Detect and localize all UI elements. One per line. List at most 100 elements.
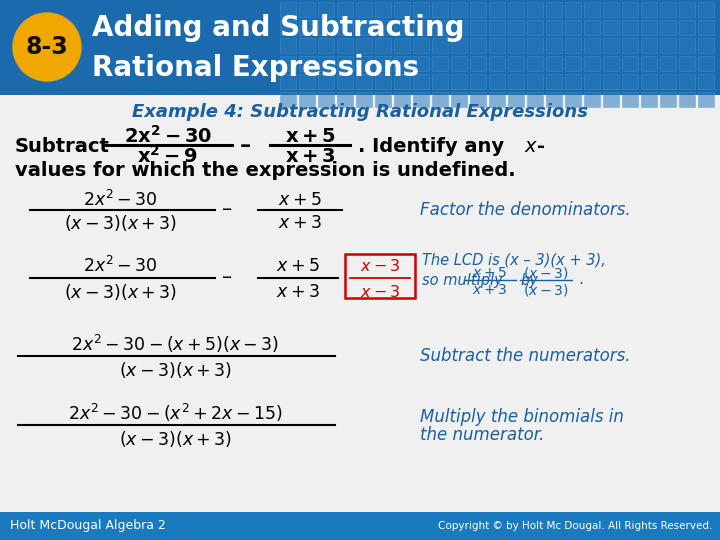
Text: $(x - 3)$: $(x - 3)$ [523,265,569,281]
Bar [641,56,657,71]
Bar [394,2,410,17]
Text: the numerator.: the numerator. [420,426,544,444]
Bar [299,20,315,35]
Text: 8-3: 8-3 [26,35,68,59]
Bar [508,74,524,89]
Bar [375,20,391,35]
Bar [356,92,372,107]
Bar [470,56,486,71]
Bar [280,2,296,17]
FancyBboxPatch shape [345,254,415,298]
Bar [432,92,448,107]
Bar [318,92,334,107]
Bar [413,56,429,71]
Bar [299,74,315,89]
Bar [356,2,372,17]
Bar [660,74,676,89]
Bar [660,56,676,71]
Bar [622,74,638,89]
Bar [394,56,410,71]
Bar [603,2,619,17]
Bar [622,56,638,71]
Bar [660,92,676,107]
Bar [584,92,600,107]
Text: $x + 5$: $x + 5$ [276,257,320,275]
Text: $\mathbf{2x^2 - 30}$: $\mathbf{2x^2 - 30}$ [124,125,212,147]
Bar [432,20,448,35]
Bar [413,74,429,89]
Bar [470,20,486,35]
Bar [375,92,391,107]
Bar [299,56,315,71]
Text: $2x^2 - 30$: $2x^2 - 30$ [83,190,158,210]
Bar [508,92,524,107]
Bar [679,92,695,107]
Text: $x + 3$: $x + 3$ [278,214,322,232]
Bar [565,92,581,107]
Bar [584,20,600,35]
Bar [603,92,619,107]
Text: $\it{x}$-: $\it{x}$- [524,137,545,156]
Bar [679,2,695,17]
Bar [299,38,315,53]
Text: by: by [520,273,538,287]
Bar [698,56,714,71]
Bar [432,74,448,89]
Bar [337,38,353,53]
Text: $2x^2 - 30$: $2x^2 - 30$ [83,256,158,276]
Bar [489,20,505,35]
Bar [698,20,714,35]
Bar [698,74,714,89]
Text: $(x - 3)(x + 3)$: $(x - 3)(x + 3)$ [63,282,176,302]
Bar [660,38,676,53]
Text: The LCD is (x – 3)(x + 3),: The LCD is (x – 3)(x + 3), [422,253,606,267]
Text: $(x - 3)(x + 3)$: $(x - 3)(x + 3)$ [63,213,176,233]
Bar [698,92,714,107]
Bar [470,74,486,89]
Bar [0,512,720,540]
Text: $2x^2 - 30 - (x + 5)(x - 3)$: $2x^2 - 30 - (x + 5)(x - 3)$ [71,333,279,355]
Text: $x + 3$: $x + 3$ [276,283,320,301]
Text: .: . [578,273,583,287]
Circle shape [13,13,81,81]
Text: $x + 3$: $x + 3$ [472,283,508,297]
Bar [337,56,353,71]
Bar [299,2,315,17]
Bar [337,2,353,17]
Bar [489,2,505,17]
Text: $2x^2 - 30 - (x^2 + 2x - 15)$: $2x^2 - 30 - (x^2 + 2x - 15)$ [68,402,282,424]
Text: Factor the denominators.: Factor the denominators. [420,201,631,219]
Bar [280,92,296,107]
Bar [394,38,410,53]
Bar [679,38,695,53]
Bar [337,20,353,35]
Bar [375,38,391,53]
Bar [641,74,657,89]
Text: –: – [222,200,232,219]
Bar [451,20,467,35]
Bar [546,92,562,107]
Bar [394,74,410,89]
Text: $\mathbf{x^2 - 9}$: $\mathbf{x^2 - 9}$ [138,145,199,167]
Text: values for which the expression is undefined.: values for which the expression is undef… [15,161,516,180]
Bar [356,20,372,35]
Bar [660,20,676,35]
Bar [546,2,562,17]
Bar [584,74,600,89]
Bar [432,38,448,53]
Bar [432,56,448,71]
Bar [0,0,720,95]
Bar [489,74,505,89]
Text: Multiply the binomials in: Multiply the binomials in [420,408,624,426]
Bar [318,74,334,89]
Text: $x + 5$: $x + 5$ [278,191,322,209]
Bar [546,56,562,71]
Bar [508,56,524,71]
Bar [394,92,410,107]
Bar [451,92,467,107]
Text: $(x - 3)(x + 3)$: $(x - 3)(x + 3)$ [119,360,231,380]
Bar [603,74,619,89]
Text: Holt McDougal Algebra 2: Holt McDougal Algebra 2 [10,519,166,532]
Bar [698,2,714,17]
Text: –: – [240,136,251,156]
